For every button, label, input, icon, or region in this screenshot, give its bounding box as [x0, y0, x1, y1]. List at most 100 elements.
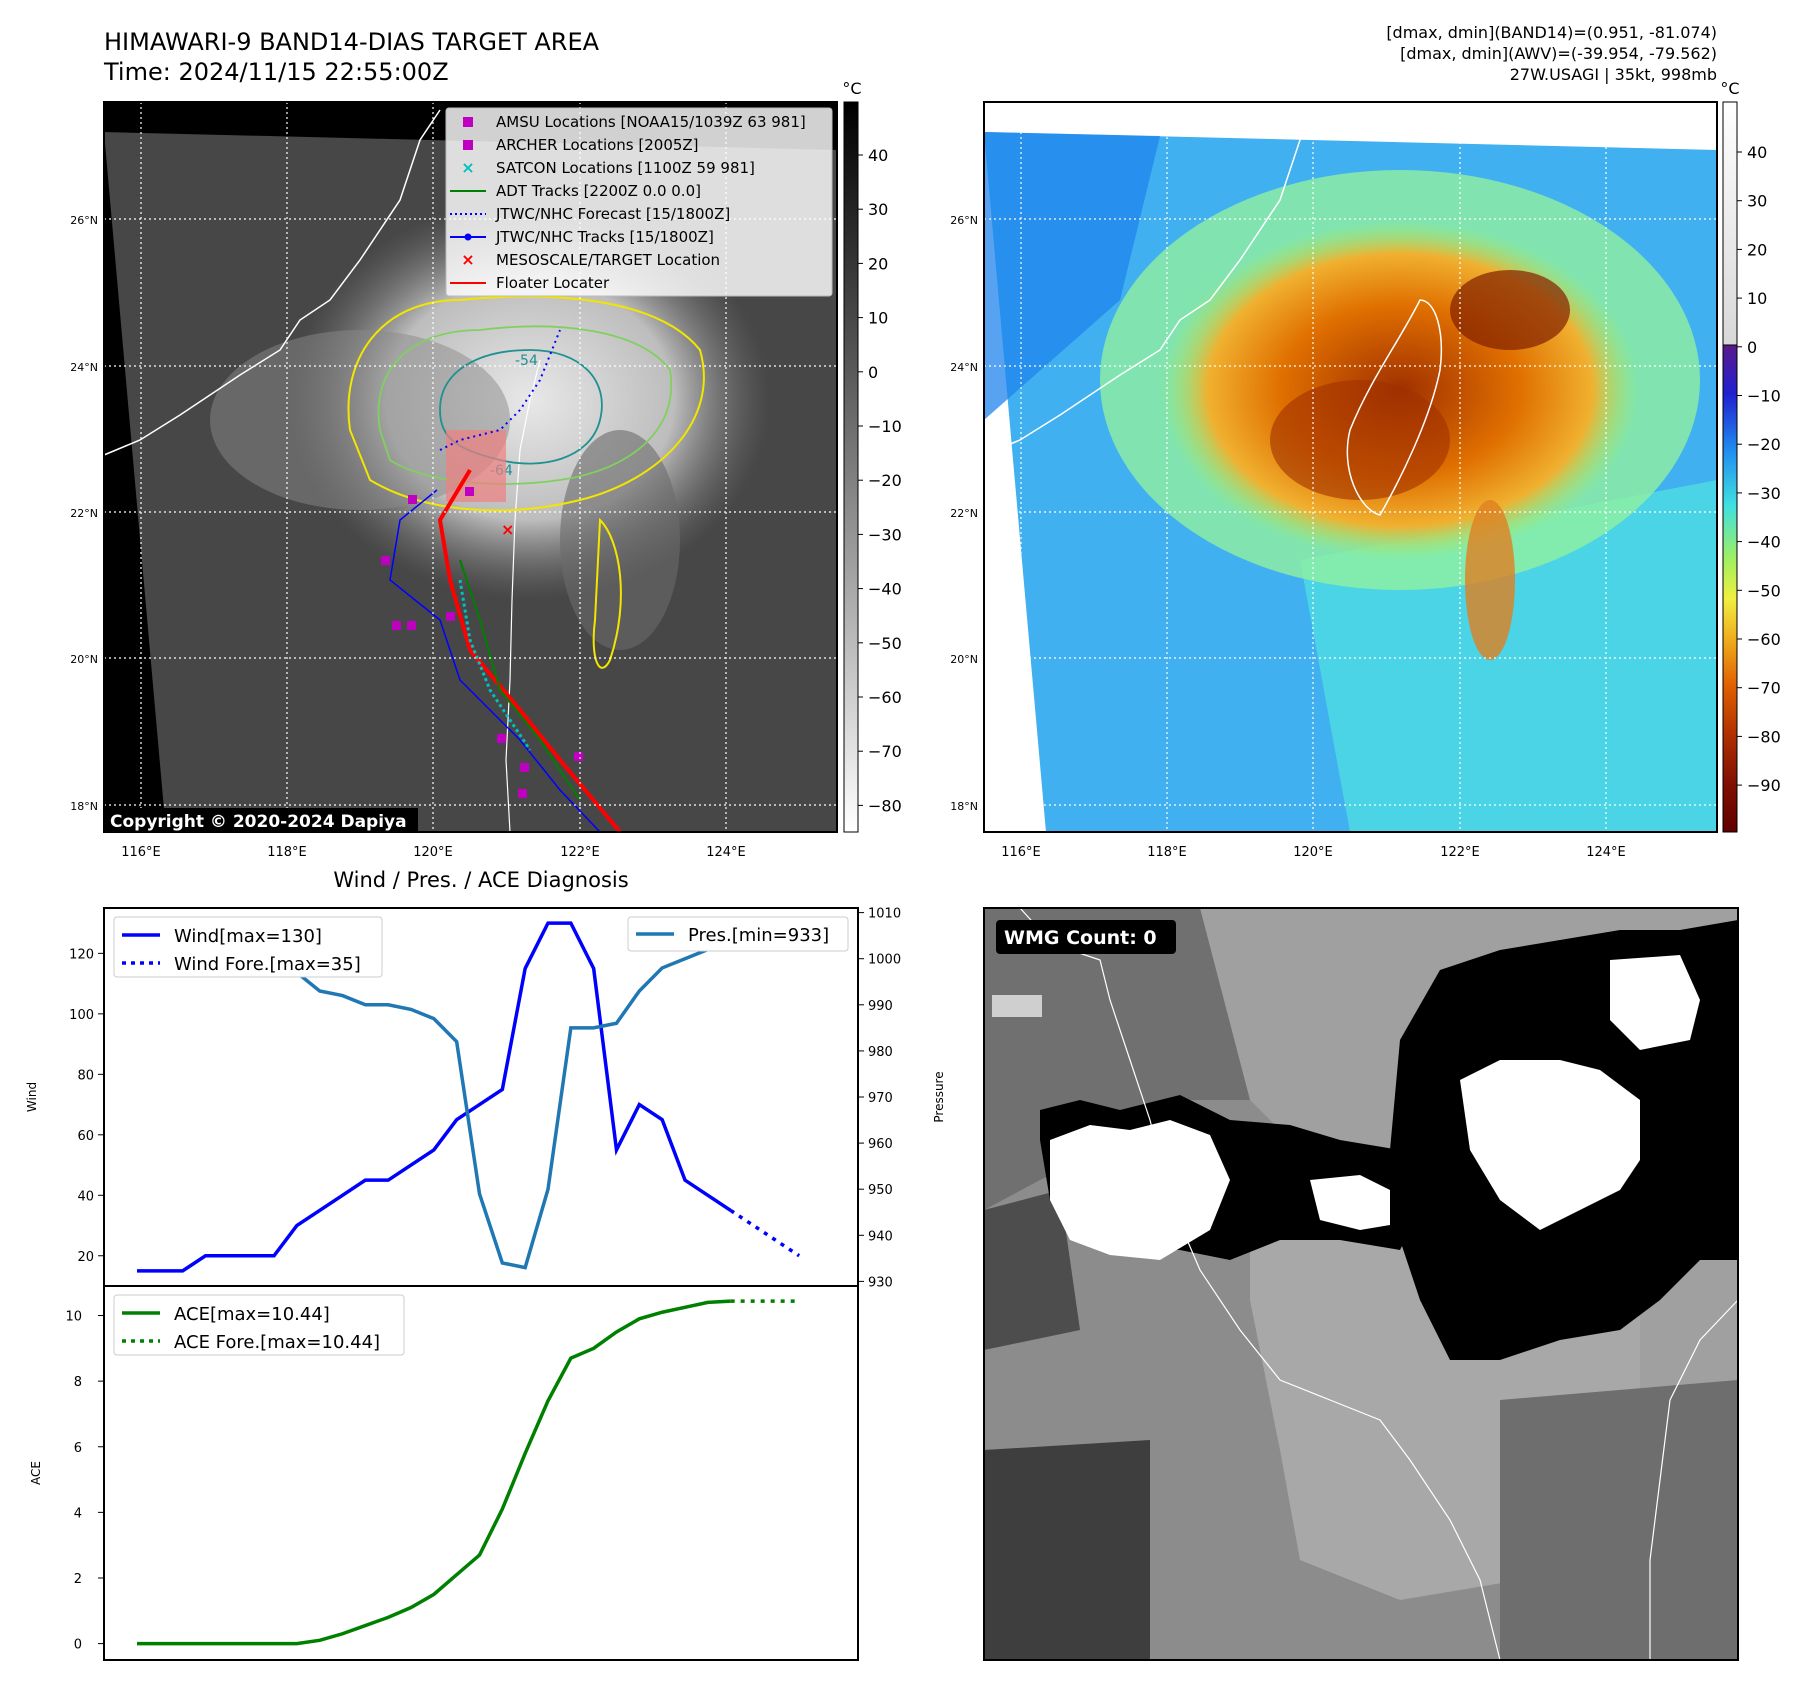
map0-lat-tick-1: 24°N [70, 361, 98, 374]
legend-label-6: MESOSCALE/TARGET Location [496, 251, 720, 269]
pres-ytick-7: 1000 [868, 953, 901, 968]
ir-colorbar-tick-1: 30 [868, 200, 888, 219]
legend-wind: Wind[max=130] [174, 926, 322, 947]
pres-ytick-5: 980 [868, 1045, 893, 1060]
color-colorbar-tick-2: 20 [1747, 240, 1767, 259]
color-colorbar-tick-9: −50 [1747, 581, 1781, 600]
dmax-band14: [dmax, dmin](BAND14)=(0.951, -81.074) [1386, 23, 1717, 42]
ace-ytick-0: 0 [74, 1638, 82, 1653]
ace-ytick-1: 2 [74, 1572, 82, 1587]
map1-lat-tick-3: 20°N [950, 653, 978, 666]
legend-marker-5 [450, 233, 486, 241]
wind-ytick-2: 60 [77, 1129, 94, 1144]
color-colorbar-tick-3: 10 [1747, 289, 1767, 308]
ir-colorbar-tick-4: 0 [868, 363, 878, 382]
legend-marker-0 [463, 117, 473, 127]
ir-colorbar-tick-3: 10 [868, 309, 888, 328]
legend-wind-forecast: Wind Fore.[max=35] [174, 954, 361, 975]
wind-forecast-line [729, 1208, 801, 1258]
pressure-axis-label: Pressure [932, 1071, 946, 1122]
map0-lon-tick-4: 124°E [706, 845, 746, 860]
color-colorbar-tick-11: −70 [1747, 679, 1781, 698]
ir-colorbar-tick-11: −70 [868, 742, 902, 761]
legend-label-5: JTWC/NHC Tracks [15/1800Z] [495, 228, 714, 246]
copyright-badge: Copyright © 2020-2024 Dapiya [110, 812, 407, 832]
map1-lat-tick-4: 18°N [950, 800, 978, 813]
legend-marker-6: × [461, 250, 474, 269]
pres-ytick-6: 990 [868, 999, 893, 1014]
ir-colorbar-tick-0: 40 [868, 146, 888, 165]
ace-ytick-3: 6 [74, 1441, 82, 1456]
color-map-panel [984, 102, 1717, 832]
wind-ytick-0: 20 [77, 1250, 94, 1265]
map1-lat-tick-2: 22°N [950, 507, 978, 520]
legend-label-2: SATCON Locations [1100Z 59 981] [496, 159, 755, 177]
ir-colorbar: °C 40 30 20 10 0 −10 −20 −30 −40 −50 −60 −70 −80 [842, 79, 902, 833]
color-colorbar-tick-0: 40 [1747, 143, 1767, 162]
color-colorbar-tick-10: −60 [1747, 630, 1781, 649]
map-legend: AMSU Locations [NOAA15/1039Z 63 981] ARCH… [445, 107, 833, 297]
map1-lon-tick-4: 124°E [1586, 845, 1626, 860]
ace-ytick-5: 10 [65, 1310, 82, 1325]
wind-ytick-3: 80 [77, 1068, 94, 1083]
pres-ytick-8: 1010 [868, 907, 901, 922]
pres-ytick-2: 950 [868, 1183, 893, 1198]
legend-label-0: AMSU Locations [NOAA15/1039Z 63 981] [496, 113, 806, 131]
ir-colorbar-tick-8: −40 [868, 580, 902, 599]
wind-ytick-4: 100 [69, 1008, 94, 1023]
color-colorbar-unit: °C [1720, 79, 1739, 98]
pres-ytick-1: 940 [868, 1229, 893, 1244]
pres-ytick-0: 930 [868, 1275, 893, 1290]
ir-colorbar-tick-12: −80 [868, 796, 902, 815]
dmax-awv: [dmax, dmin](AWV)=(-39.954, -79.562) [1400, 44, 1717, 63]
ace-ytick-2: 4 [74, 1506, 82, 1521]
contour-label-1: -54 [515, 353, 538, 369]
ir-colorbar-tick-10: −60 [868, 688, 902, 707]
color-colorbar: °C 40 30 20 10 0 −10 −20 −30 −40 −50 −60 −70 −80 −90 [1720, 79, 1781, 833]
map1-lon-tick-2: 120°E [1293, 845, 1333, 860]
map1-lat-tick-1: 24°N [950, 361, 978, 374]
map0-lat-tick-3: 20°N [70, 653, 98, 666]
legend-ace-forecast: ACE Fore.[max=10.44] [174, 1332, 380, 1353]
ace-ytick-4: 8 [74, 1375, 82, 1390]
legend-marker-2: × [461, 158, 474, 177]
legend-label-3: ADT Tracks [2200Z 0.0 0.0] [496, 182, 701, 200]
color-colorbar-tick-4: 0 [1747, 338, 1757, 357]
map0-lat-tick-0: 26°N [70, 214, 98, 227]
wind-ytick-5: 120 [69, 947, 94, 962]
map0-lon-tick-2: 120°E [413, 845, 453, 860]
wind-axis-label: Wind [25, 1082, 39, 1112]
legend-pressure: Pres.[min=933] [688, 925, 829, 946]
ir-colorbar-tick-5: −10 [868, 417, 902, 436]
map0-lat-tick-2: 22°N [70, 507, 98, 520]
svg-text:×: × [501, 520, 514, 539]
wind-ytick-1: 40 [77, 1189, 94, 1204]
wmg-panel: WMG Count: 0 [983, 907, 1739, 1661]
pres-ytick-3: 960 [868, 1137, 893, 1152]
legend-marker-1 [463, 140, 473, 150]
color-colorbar-tick-8: −40 [1747, 533, 1781, 552]
figure-title: HIMAWARI-9 BAND14-DIAS TARGET AREA [104, 28, 600, 56]
ace-chart: 0 2 4 6 8 10 ACE ACE[max=10.44] ACE Fore.[max… [29, 1285, 859, 1661]
wind-pressure-chart: 20 40 60 80 100 120 930 940 950 960 970 980 990 1000 1… [25, 907, 946, 1291]
color-colorbar-tick-1: 30 [1747, 192, 1767, 211]
wind-line [137, 921, 732, 1273]
ace-line [137, 1299, 731, 1646]
map1-lat-tick-0: 26°N [950, 214, 978, 227]
ace-axis-label: ACE [29, 1461, 43, 1485]
color-colorbar-tick-12: −80 [1747, 727, 1781, 746]
color-colorbar-tick-7: −30 [1747, 484, 1781, 503]
wmg-count-label: WMG Count: 0 [1004, 927, 1157, 949]
map0-lat-tick-4: 18°N [70, 800, 98, 813]
ir-colorbar-tick-2: 20 [868, 254, 888, 273]
legend-label-1: ARCHER Locations [2005Z] [496, 136, 699, 154]
map0-lon-tick-1: 118°E [267, 845, 307, 860]
map1-lon-tick-0: 116°E [1001, 845, 1041, 860]
legend-label-4: JTWC/NHC Forecast [15/1800Z] [495, 205, 730, 223]
legend-label-7: Floater Locater [496, 274, 610, 292]
figure-time: Time: 2024/11/15 22:55:00Z [103, 58, 449, 86]
ir-colorbar-tick-6: −20 [868, 471, 902, 490]
map0-lon-tick-0: 116°E [121, 845, 161, 860]
